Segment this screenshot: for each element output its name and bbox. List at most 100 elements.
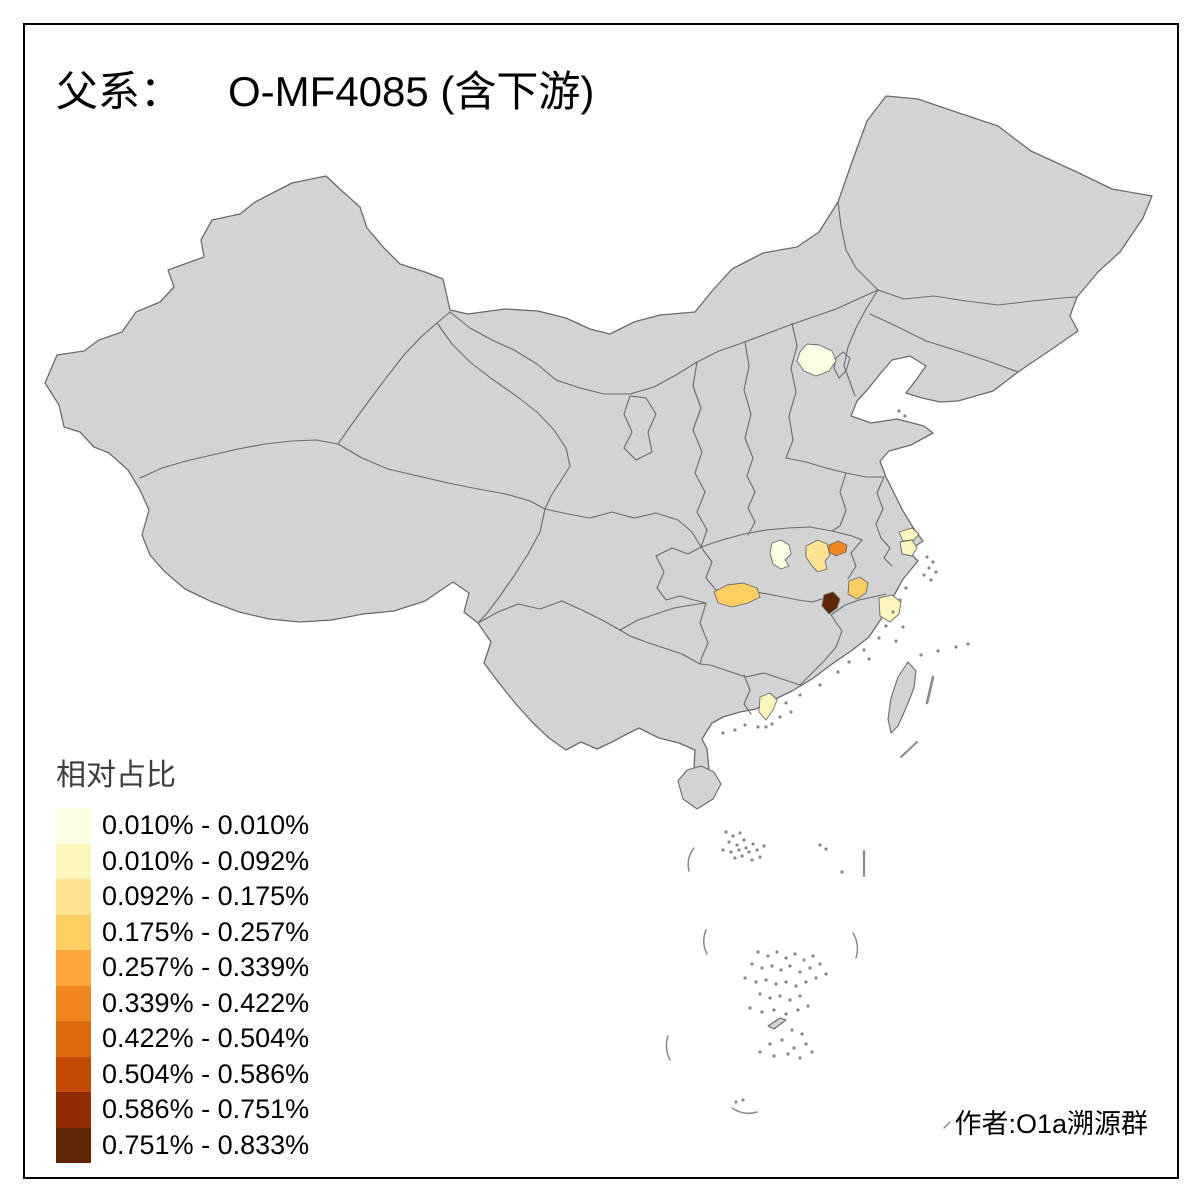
legend-title: 相对占比	[56, 759, 176, 792]
region-jiangxi-north	[847, 576, 869, 600]
province-boundary-3	[436, 322, 571, 510]
islet-dot	[810, 1050, 814, 1054]
islet-dot	[766, 954, 770, 958]
region-hubei-northwest	[769, 539, 792, 570]
islet-dot	[884, 624, 888, 628]
islet-dot	[762, 844, 766, 848]
island-chain-dash-6	[665, 1035, 671, 1061]
island-1	[677, 765, 722, 810]
legend-row: 0.339% - 0.422%	[56, 985, 309, 1021]
islet-dot	[756, 950, 760, 954]
province-boundary-23	[619, 629, 701, 665]
islet-dot	[934, 570, 938, 574]
legend-swatch-7	[56, 1021, 91, 1057]
islet-dot	[867, 657, 871, 661]
islet-dot	[744, 846, 748, 850]
figure-title: 父系： O-MF4085 (含下游)	[56, 58, 594, 119]
islet-dot	[818, 683, 822, 687]
province-boundary-12	[623, 395, 657, 461]
islet-dot	[798, 1056, 802, 1060]
legend-row: 0.422% - 0.504%	[56, 1021, 309, 1057]
province-boundary-24	[619, 602, 707, 631]
legend-swatch-3	[56, 879, 91, 915]
legend-row: 0.586% - 0.751%	[56, 1092, 309, 1128]
islet-dot	[750, 962, 754, 966]
legend-label: 0.092% - 0.175%	[102, 881, 310, 912]
islet-dot	[721, 731, 725, 735]
islet-dot	[758, 1050, 762, 1054]
islet-dot	[772, 1054, 776, 1058]
islet-dot	[966, 642, 970, 646]
islet-dot	[743, 976, 747, 980]
islet-dot	[733, 728, 737, 732]
islet-dot	[897, 409, 901, 413]
islet-dot	[756, 725, 760, 729]
province-boundary-5	[837, 201, 879, 291]
islet-dot	[735, 843, 739, 847]
legend-swatch-6	[56, 985, 91, 1021]
island-chain-dash-1	[900, 741, 918, 758]
island-2	[767, 1017, 787, 1030]
legend-row: 0.092% - 0.175%	[56, 879, 309, 915]
legend-swatch-10	[56, 1127, 91, 1163]
author-credit: 作者:O1a溯源群	[954, 1109, 1148, 1139]
figure-frame	[23, 23, 1179, 1179]
islet-dot	[743, 723, 747, 727]
islet-dot	[824, 972, 828, 976]
province-boundary-7	[869, 313, 1019, 373]
province-boundary-16	[831, 472, 847, 532]
province-boundary-2	[337, 443, 546, 510]
islet-dot	[904, 586, 908, 590]
islet-dot	[754, 980, 758, 984]
islet-dot	[784, 701, 788, 705]
province-boundary-31	[746, 475, 756, 536]
islet-dot	[936, 649, 940, 653]
province-boundary-1	[337, 311, 451, 445]
province-boundary-14	[700, 526, 863, 548]
islet-dot	[824, 847, 828, 851]
islet-dot	[784, 1012, 788, 1016]
province-boundary-10	[743, 341, 754, 477]
islet-dot	[784, 956, 788, 960]
islet-dot	[778, 994, 782, 998]
islet-dot	[727, 840, 731, 844]
province-boundary-26	[477, 600, 621, 631]
region-jiangsu-south	[898, 527, 920, 542]
province-boundary-28	[655, 546, 702, 557]
islet-dot	[721, 848, 725, 852]
islet-dot	[877, 636, 881, 640]
island-0	[887, 661, 917, 734]
islet-dot	[733, 856, 737, 860]
islet-dot	[788, 998, 792, 1002]
legend-row: 0.257% - 0.339%	[56, 950, 309, 986]
islet-dot	[747, 850, 751, 854]
islet-dot	[954, 645, 958, 649]
region-beijing	[796, 343, 837, 377]
islet-dot	[758, 992, 762, 996]
mainland-outline	[44, 95, 1153, 778]
islet-dot	[775, 950, 779, 954]
legend-row: 0.175% - 0.257%	[56, 914, 309, 950]
islet-dot	[724, 830, 728, 834]
province-boundary-27	[743, 674, 752, 715]
legend-label: 0.751% - 0.833%	[102, 1129, 310, 1160]
province-boundary-18	[847, 539, 863, 580]
islet-dot	[748, 1006, 752, 1010]
islet-dot	[737, 848, 741, 852]
islet-dot	[862, 648, 866, 652]
island-chain-dash-7	[731, 1107, 758, 1115]
islet-dot	[847, 660, 851, 664]
islet-dot	[798, 693, 802, 697]
region-shanghai	[899, 539, 918, 557]
islet-dot	[780, 1038, 784, 1042]
legend-swatch-8	[56, 1056, 91, 1092]
province-boundary-21	[799, 614, 843, 686]
islet-dot	[794, 984, 798, 988]
legend-label: 0.586% - 0.751%	[102, 1094, 310, 1125]
legend-swatch-5	[56, 950, 91, 986]
province-boundary-17	[875, 476, 885, 539]
islet-dot	[808, 966, 812, 970]
region-hunan-north	[713, 582, 761, 608]
